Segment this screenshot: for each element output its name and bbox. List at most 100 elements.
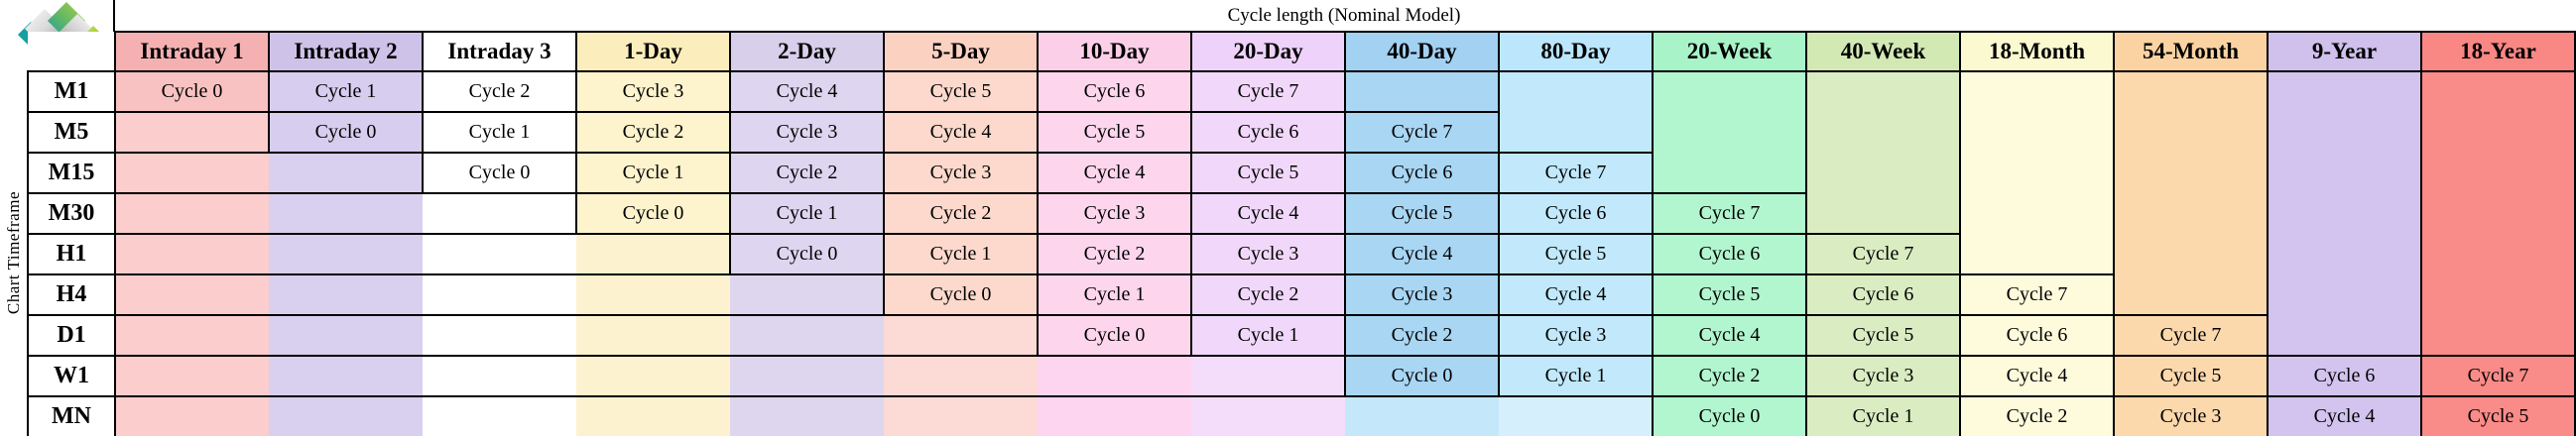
cycle-cell: Cycle 0 [1037, 315, 1191, 357]
column-header-40-week: 40-Week [1805, 31, 1961, 72]
cycle-cell: Cycle 6 [1190, 112, 1345, 154]
cycle-cell: Cycle 1 [268, 71, 423, 113]
empty-merged-cell [1805, 193, 1960, 235]
column-header-intraday-2: Intraday 2 [268, 31, 424, 72]
empty-faded-cell [269, 274, 423, 316]
column-header-18-month: 18-Month [1959, 31, 2115, 72]
empty-merged-cell [2113, 274, 2268, 316]
empty-merged-cell [2267, 315, 2421, 357]
empty-merged-cell [2420, 112, 2576, 153]
cycle-cell: Cycle 6 [1344, 153, 1499, 194]
empty-merged-cell [1959, 193, 2114, 234]
table-row-h1: H1 Cycle 0 Cycle 1 Cycle 2 Cycle 3 Cycle 4 Cyc… [27, 233, 2576, 275]
cycle-cell: Cycle 5 [1805, 315, 1960, 357]
empty-merged-cell [1344, 71, 1499, 113]
empty-faded-cell [576, 274, 730, 316]
row-header-m5: M5 [27, 111, 116, 154]
empty-merged-cell [2420, 153, 2576, 193]
cycle-cell: Cycle 7 [1959, 274, 2114, 316]
empty-merged-cell [1959, 234, 2114, 275]
cycle-cell: Cycle 2 [575, 112, 730, 154]
cycle-cell: Cycle 5 [2420, 396, 2576, 436]
empty-faded-cell [730, 315, 884, 357]
cycle-cell: Cycle 2 [883, 193, 1038, 235]
empty-faded-cell [114, 356, 269, 397]
column-header-18-year: 18-Year [2420, 31, 2576, 72]
cycle-cell: Cycle 4 [1652, 315, 1806, 357]
empty-merged-cell [1498, 71, 1653, 112]
empty-merged-cell [1652, 71, 1806, 112]
empty-faded-cell [114, 234, 269, 275]
cycle-cell: Cycle 1 [729, 193, 884, 235]
row-header-h4: H4 [27, 273, 116, 316]
empty-merged-cell [2267, 71, 2421, 112]
cycle-cell: Cycle 0 [268, 112, 423, 154]
cycle-cell: Cycle 3 [1037, 193, 1191, 235]
empty-faded-cell [576, 315, 730, 357]
empty-faded-cell [269, 153, 423, 194]
cycle-cell: Cycle 6 [1652, 234, 1806, 275]
cycle-cell: Cycle 5 [1037, 112, 1191, 154]
empty-merged-cell [2420, 71, 2576, 112]
empty-faded-cell [1191, 396, 1345, 436]
cycle-cell: Cycle 4 [1498, 274, 1653, 316]
cycle-cell: Cycle 6 [2267, 356, 2421, 397]
column-header-2-day: 2-Day [729, 31, 885, 72]
empty-faded-cell [730, 396, 884, 436]
cycle-cell: Cycle 5 [1344, 193, 1499, 235]
column-header-intraday-1: Intraday 1 [114, 31, 270, 72]
empty-merged-cell [2420, 274, 2576, 315]
cycle-cell: Cycle 1 [1498, 356, 1653, 397]
empty-merged-cell [2420, 193, 2576, 234]
cycle-cell: Cycle 6 [1805, 274, 1960, 316]
column-header-9-year: 9-Year [2267, 31, 2422, 72]
row-header-d1: D1 [27, 314, 116, 357]
empty-faded-cell [1038, 396, 1191, 436]
cycle-cell: Cycle 2 [1652, 356, 1806, 397]
cycle-cell: Cycle 6 [1498, 193, 1653, 235]
empty-faded-cell [1499, 396, 1653, 436]
table-title: Cycle length (Nominal Model) [1227, 5, 1461, 26]
empty-faded-cell [884, 396, 1038, 436]
empty-merged-cell [1805, 153, 1960, 193]
empty-merged-cell [2420, 315, 2576, 357]
empty-merged-cell [2113, 153, 2268, 193]
empty-merged-cell [1498, 112, 1653, 154]
empty-faded-cell [884, 356, 1038, 397]
cycle-cell: Cycle 2 [729, 153, 884, 194]
corner-blank-cell [28, 32, 116, 72]
cycle-cell: Cycle 0 [1652, 396, 1806, 436]
cycle-cell: Cycle 7 [1344, 112, 1499, 154]
cycle-cell: Cycle 6 [1959, 315, 2114, 357]
cycle-cell: Cycle 2 [422, 71, 576, 113]
column-header-intraday-3: Intraday 3 [422, 31, 577, 72]
empty-faded-cell [1038, 356, 1191, 397]
column-header-1-day: 1-Day [575, 31, 731, 72]
cycle-cell: Cycle 2 [1344, 315, 1499, 357]
cycle-cell: Cycle 2 [1959, 396, 2114, 436]
empty-faded-cell [114, 315, 269, 357]
column-header-54-month: 54-Month [2113, 31, 2269, 72]
cycle-cell: Cycle 1 [883, 234, 1038, 275]
empty-faded-cell [269, 356, 423, 397]
row-header-m30: M30 [27, 192, 116, 235]
column-header-40-day: 40-Day [1344, 31, 1500, 72]
row-header-m15: M15 [27, 152, 116, 194]
empty-merged-cell [2267, 274, 2421, 315]
empty-faded-cell [114, 112, 269, 154]
empty-faded-cell [269, 234, 423, 275]
empty-merged-cell [1959, 153, 2114, 193]
cycle-cell: Cycle 3 [575, 71, 730, 113]
table-row-m1: M1 Cycle 0 Cycle 1 Cycle 2 Cycle 3 Cycle 4 Cyc… [27, 70, 2576, 113]
column-header-20-day: 20-Day [1190, 31, 1346, 72]
cycle-cell: Cycle 3 [1190, 234, 1345, 275]
empty-merged-cell [2113, 234, 2268, 274]
cycle-cell: Cycle 0 [422, 153, 576, 194]
empty-faded-cell [423, 234, 576, 275]
column-header-80-day: 80-Day [1498, 31, 1654, 72]
cycle-cell: Cycle 5 [1652, 274, 1806, 316]
empty-merged-cell [2113, 112, 2268, 153]
cycle-cell: Cycle 3 [1344, 274, 1499, 316]
cycle-cell: Cycle 0 [575, 193, 730, 235]
